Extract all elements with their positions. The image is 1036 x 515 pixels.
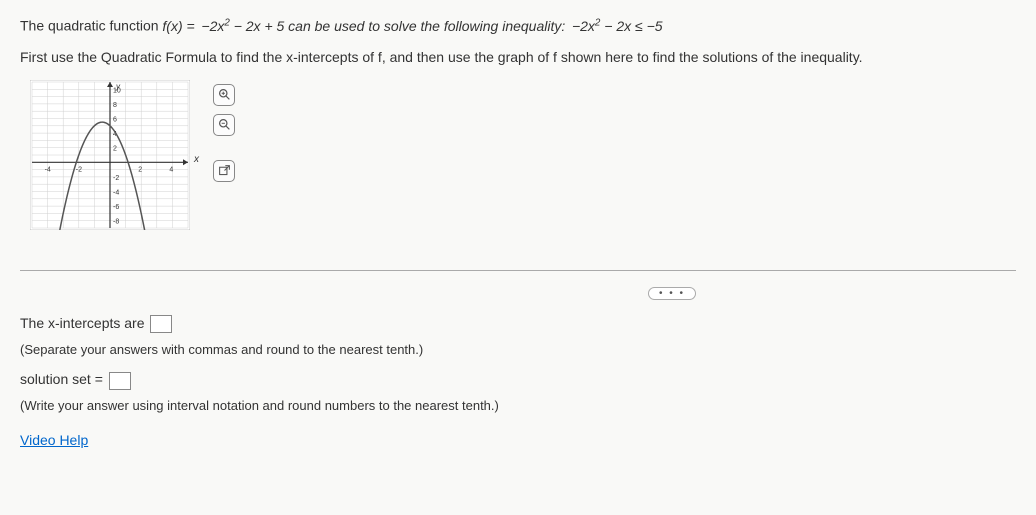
svg-text:6: 6: [113, 116, 117, 123]
svg-text:-8: -8: [113, 219, 119, 226]
video-help-link[interactable]: Video Help: [20, 432, 88, 448]
intercepts-label: The x-intercepts are: [20, 315, 148, 331]
zoom-in-icon: [218, 88, 231, 101]
svg-text:-4: -4: [113, 189, 119, 196]
svg-text:8: 8: [113, 102, 117, 109]
svg-text:-2: -2: [113, 175, 119, 182]
intercepts-row: The x-intercepts are: [20, 313, 1016, 334]
graph-tools: [213, 84, 235, 182]
solution-row: solution set =: [20, 369, 1016, 390]
question-line-2: First use the Quadratic Formula to find …: [20, 48, 1016, 68]
svg-text:4: 4: [169, 166, 173, 173]
zoom-in-button[interactable]: [213, 84, 235, 106]
popout-icon: [218, 164, 231, 177]
question-line-1: The quadratic function f(x) = −2x2 − 2x …: [20, 16, 1016, 36]
q1-func: f(x) = −2x2 − 2x + 5 can be used to solv…: [162, 18, 662, 34]
popout-button[interactable]: [213, 160, 235, 182]
svg-text:-6: -6: [113, 204, 119, 211]
graph-area: 246810-2-4-6-8-4-224yx: [30, 80, 1016, 230]
solution-label: solution set =: [20, 371, 107, 387]
solution-hint: (Write your answer using interval notati…: [20, 396, 1016, 416]
svg-text:2: 2: [113, 146, 117, 153]
divider: [20, 270, 1016, 271]
zoom-out-button[interactable]: [213, 114, 235, 136]
function-graph: 246810-2-4-6-8-4-224y: [30, 80, 190, 230]
intercepts-input[interactable]: [150, 315, 172, 333]
q1-prefix: The quadratic function: [20, 18, 162, 34]
intercepts-hint: (Separate your answers with commas and r…: [20, 340, 1016, 360]
svg-text:-2: -2: [76, 166, 82, 173]
solution-input[interactable]: [109, 372, 131, 390]
expand-button[interactable]: • • •: [648, 287, 696, 300]
zoom-out-icon: [218, 118, 231, 131]
answer-section: The x-intercepts are (Separate your answ…: [20, 313, 1016, 448]
svg-text:2: 2: [138, 166, 142, 173]
svg-text:-4: -4: [45, 166, 51, 173]
